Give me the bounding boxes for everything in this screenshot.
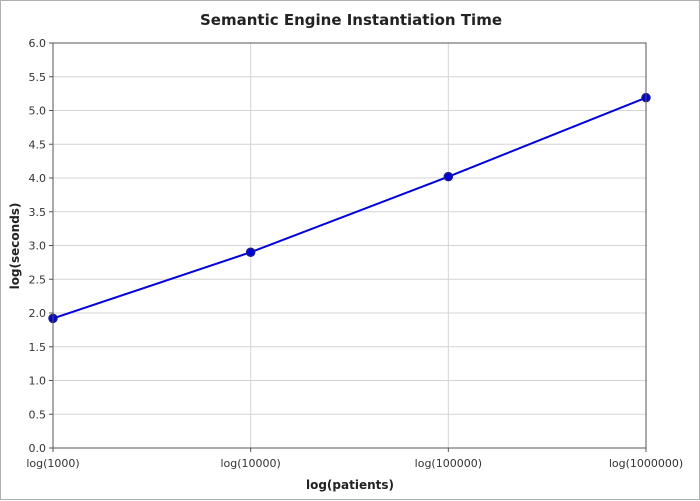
y-tick-label: 6.0 [29,37,47,50]
y-tick-label: 2.5 [29,273,47,286]
y-tick-label: 4.0 [29,172,47,185]
y-tick-label: 1.0 [29,375,47,388]
series-line [52,96,647,320]
data-point[interactable] [245,247,256,257]
y-tick-label: 0.5 [29,408,47,421]
y-tick-label: 1.5 [29,341,47,354]
y-tick-label: 4.5 [29,138,47,151]
x-tick-label: log(10000) [220,457,280,470]
y-tick-label: 0.0 [29,442,47,455]
series-layer [48,92,651,324]
x-tick-label: log(1000000) [609,457,683,470]
y-tick-label: 5.5 [29,71,47,84]
y-tick-label: 3.5 [29,206,47,219]
y-tick-label: 2.0 [29,307,47,320]
x-tick-label: log(1000) [26,457,79,470]
y-axis-label: log(seconds) [8,203,22,290]
y-axis-ticks: 0.0 0.5 1.0 1.5 2.0 2.5 3.0 3.5 4.0 4.5 5.0 5.5 6.0 [29,37,53,455]
y-tick-label: 3.0 [29,240,47,253]
plot-area-border [52,42,647,449]
x-axis-ticks: log(1000) log(10000) log(100000) log(100000… [26,448,683,470]
x-tick-label: log(100000) [415,457,482,470]
chart-title: Semantic Engine Instantiation Time [200,11,502,29]
x-axis-label: log(patients) [306,478,394,492]
y-tick-label: 5.0 [29,105,47,118]
data-point[interactable] [443,171,454,182]
grid-lines [52,42,647,449]
